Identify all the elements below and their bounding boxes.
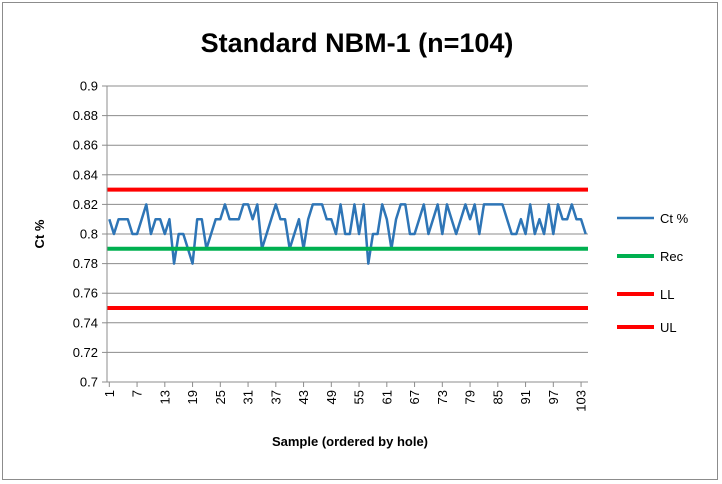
y-tick-label: 0.78: [73, 256, 98, 271]
y-tick-label: 0.84: [73, 167, 98, 182]
y-axis-ticks: 0.7 0.72 0.74 0.76 0.78 0.8 0.82 0.84 0.86 0.88 0.…: [73, 79, 107, 390]
y-tick-label: 0.74: [73, 315, 98, 330]
chart-frame: [2, 2, 718, 480]
x-tick-label: 67: [407, 390, 422, 404]
axes: [106, 86, 588, 383]
x-tick-label: 19: [185, 390, 200, 404]
y-tick-label: 0.72: [73, 345, 98, 360]
y-tick-label: 0.88: [73, 108, 98, 123]
x-tick-label: 97: [546, 390, 561, 404]
x-tick-label: 61: [379, 390, 394, 404]
x-tick-label: 25: [213, 390, 228, 404]
x-tick-label: 85: [490, 390, 505, 404]
x-tick-label: 103: [574, 390, 589, 412]
series-lines: [107, 187, 588, 310]
x-axis-title: Sample (ordered by hole): [272, 434, 428, 449]
x-tick-label: 37: [268, 390, 283, 404]
x-tick-label: 43: [296, 390, 311, 404]
x-tick-label: 91: [518, 390, 533, 404]
y-tick-label: 0.9: [80, 79, 98, 94]
x-tick-label: 73: [435, 390, 450, 404]
x-tick-label: 31: [241, 390, 256, 404]
x-tick-label: 1: [102, 390, 117, 397]
legend-label: Ct %: [660, 211, 689, 226]
y-tick-label: 0.8: [80, 227, 98, 242]
y-tick-label: 0.76: [73, 286, 98, 301]
y-tick-label: 0.7: [80, 375, 98, 390]
x-tick-label: 13: [157, 390, 172, 404]
x-tick-label: 7: [130, 390, 145, 397]
y-axis-title: Ct %: [32, 219, 47, 248]
legend-label: LL: [660, 287, 674, 302]
x-axis-ticks: 1 7 13 19 25 31 37 43 49 55 61 67 73 79 85 91 97 103: [102, 382, 589, 412]
legend-label: Rec: [660, 249, 684, 264]
legend: Ct % Rec LL UL: [617, 211, 689, 335]
y-tick-label: 0.82: [73, 197, 98, 212]
series-line-ct: [108, 203, 587, 265]
chart-title: Standard NBM-1 (n=104): [201, 28, 514, 58]
y-tick-label: 0.86: [73, 138, 98, 153]
x-tick-label: 79: [463, 390, 478, 404]
legend-label: UL: [660, 320, 677, 335]
x-tick-label: 49: [324, 390, 339, 404]
x-tick-label: 55: [352, 390, 367, 404]
